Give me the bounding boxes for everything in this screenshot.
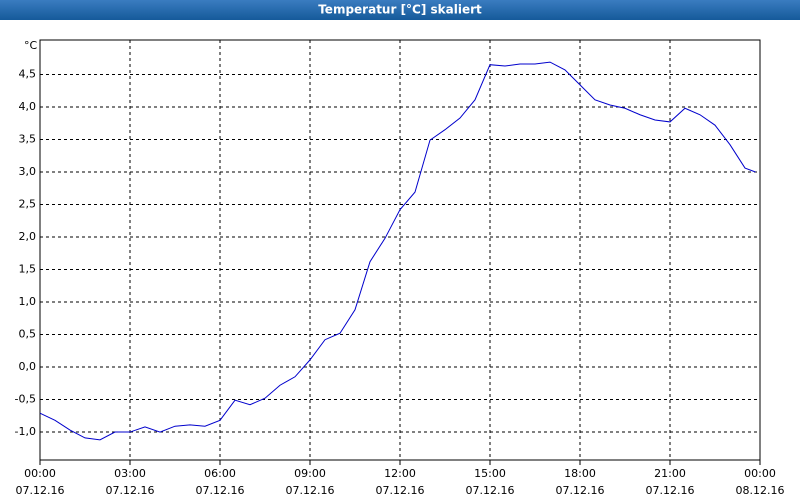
y-tick-label: 0,5 xyxy=(19,328,37,341)
x-tick-label: 00:00 xyxy=(24,467,56,480)
y-tick-label: 2,5 xyxy=(19,197,37,210)
x-tick-date: 07.12.16 xyxy=(196,484,245,497)
x-tick-label: 03:00 xyxy=(114,467,146,480)
x-tick-date: 07.12.16 xyxy=(106,484,155,497)
x-tick-date: 07.12.16 xyxy=(376,484,425,497)
x-tick-date: 07.12.16 xyxy=(646,484,695,497)
y-tick-label: 2,0 xyxy=(19,230,37,243)
y-tick-label: 3,0 xyxy=(19,165,37,178)
y-tick-label: 1,0 xyxy=(19,295,37,308)
chart-title: Temperatur [°C] skaliert xyxy=(318,3,482,17)
x-tick-date: 07.12.16 xyxy=(16,484,65,497)
x-tick-label: 12:00 xyxy=(384,467,416,480)
x-tick-label: 21:00 xyxy=(654,467,686,480)
y-tick-label: 4,5 xyxy=(19,67,37,80)
x-tick-date: 07.12.16 xyxy=(466,484,515,497)
plot-frame xyxy=(39,39,761,461)
x-tick-label: 15:00 xyxy=(474,467,506,480)
data-line xyxy=(39,61,756,441)
y-tick-label: -0,5 xyxy=(15,393,36,406)
y-tick-label: 0,0 xyxy=(19,360,37,373)
title-bar xyxy=(0,0,800,20)
x-tick-label: 09:00 xyxy=(294,467,326,480)
y-tick-label: 1,5 xyxy=(19,263,37,276)
x-tick-label: 06:00 xyxy=(204,467,236,480)
y-tick-label: -1,0 xyxy=(15,425,36,438)
x-tick-date: 07.12.16 xyxy=(286,484,335,497)
x-tick-date: 07.12.16 xyxy=(556,484,605,497)
y-unit: °C xyxy=(24,39,38,52)
y-tick-label: 3,5 xyxy=(19,132,37,145)
x-tick-date: 08.12.16 xyxy=(736,484,785,497)
y-tick-label: 4,0 xyxy=(19,100,37,113)
x-tick-label: 00:00 xyxy=(744,467,776,480)
x-tick-label: 18:00 xyxy=(564,467,596,480)
